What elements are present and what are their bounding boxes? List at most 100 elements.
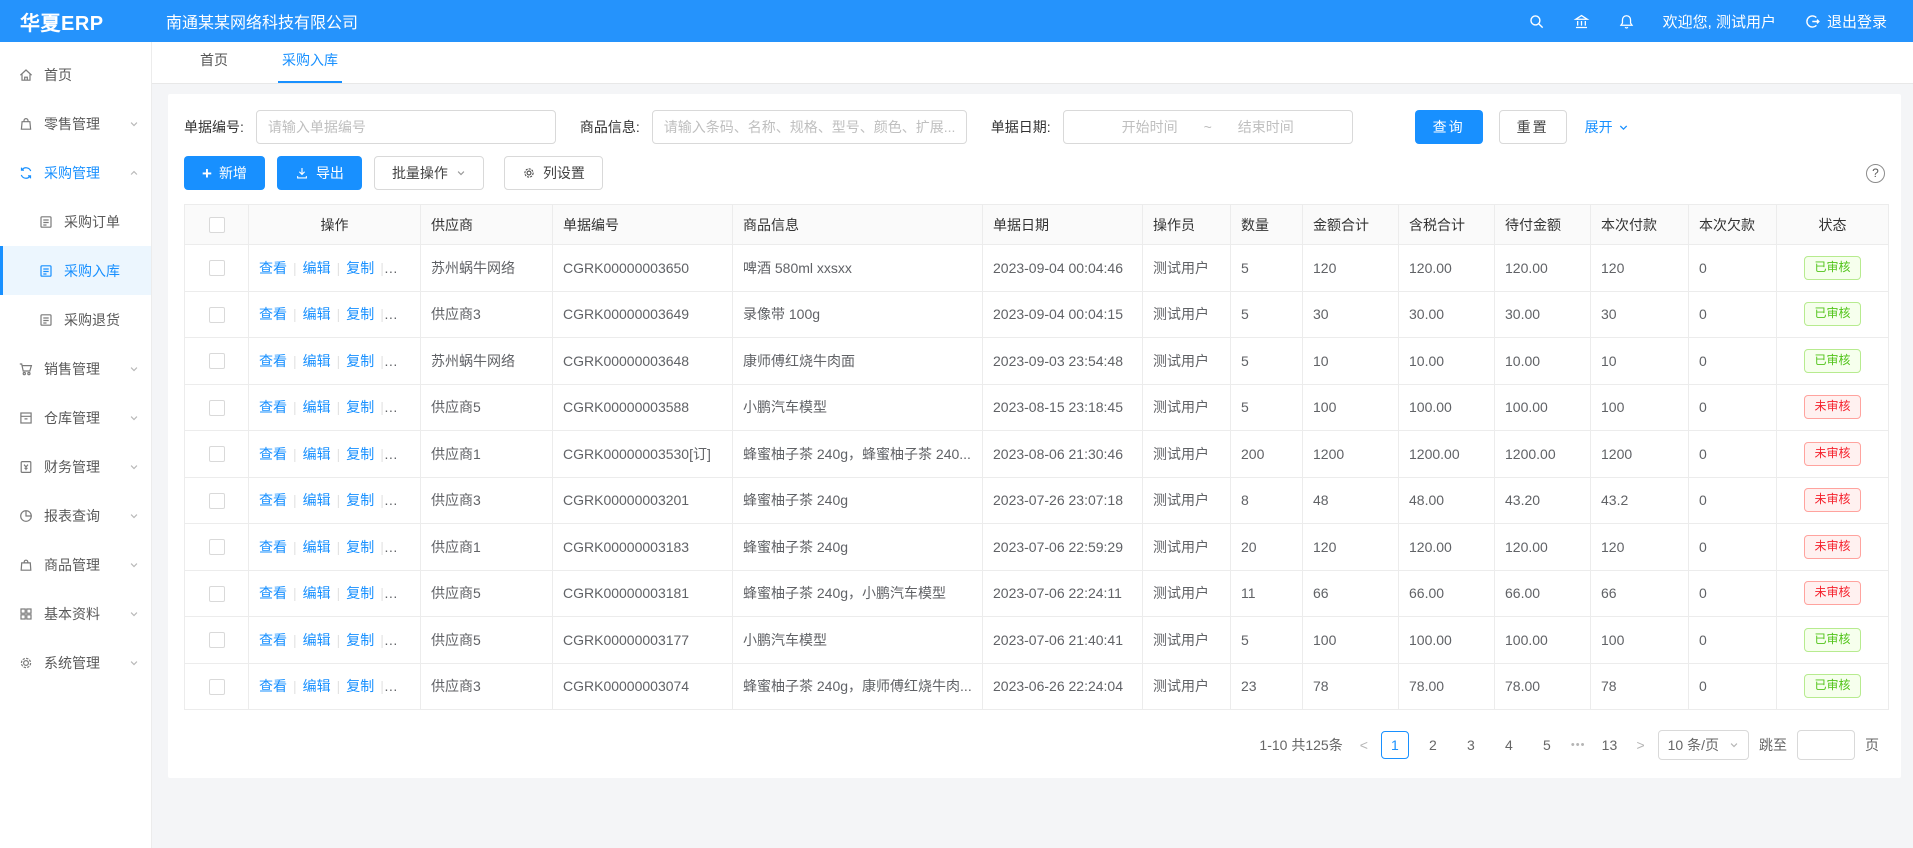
view-link[interactable]: 查看 (259, 399, 287, 416)
copy-link[interactable]: 复制 (346, 399, 375, 416)
view-link[interactable]: 查看 (259, 445, 287, 462)
sidebar-item-report[interactable]: 报表查询 (0, 491, 151, 540)
edit-link[interactable]: 编辑 (302, 399, 331, 416)
status-badge: 已审核 (1804, 674, 1861, 699)
tab-home[interactable]: 首页 (200, 52, 228, 68)
supplier-cell: 供应商1 (420, 523, 553, 571)
product-info-input[interactable] (651, 110, 967, 144)
view-link[interactable]: 查看 (259, 585, 287, 602)
status-badge: 已审核 (1804, 302, 1861, 327)
export-button[interactable]: 导出 (276, 156, 362, 190)
date-cell: 2023-08-06 21:30:46 (982, 430, 1143, 478)
bell-icon[interactable] (1618, 13, 1635, 30)
add-button[interactable]: + 新增 (184, 156, 265, 190)
sidebar-item-purchase-return[interactable]: 采购退货 (0, 295, 151, 344)
date-range-picker[interactable]: 开始时间 ~ 结束时间 (1062, 110, 1353, 144)
table-row: 查看 | 编辑 | 复制 | 删除 供应商3 CGRK00000003074 蜂蜜柚子茶 2… (184, 662, 1889, 710)
view-link[interactable]: 查看 (259, 538, 287, 555)
doc-no-input[interactable] (255, 110, 556, 144)
row-checkbox[interactable] (208, 585, 225, 602)
edit-link[interactable]: 编辑 (302, 538, 331, 555)
view-link[interactable]: 查看 (259, 352, 287, 369)
view-link[interactable]: 查看 (259, 492, 287, 509)
search-icon[interactable] (1528, 13, 1545, 30)
doc-no-cell: CGRK00000003649 (552, 290, 733, 338)
row-checkbox[interactable] (208, 492, 225, 509)
sidebar-item-warehouse[interactable]: 仓库管理 (0, 393, 151, 442)
row-checkbox[interactable] (208, 539, 225, 556)
page-button-13[interactable]: 13 (1601, 737, 1618, 753)
row-checkbox[interactable] (208, 399, 225, 416)
edit-link[interactable]: 编辑 (302, 678, 331, 695)
row-checkbox[interactable] (208, 678, 225, 695)
view-link[interactable]: 查看 (259, 306, 287, 323)
row-actions: 查看 | 编辑 | 复制 | 删除 (248, 337, 421, 385)
edit-link[interactable]: 编辑 (302, 492, 331, 509)
sidebar-item-basedata[interactable]: 基本资料 (0, 589, 151, 638)
expand-link[interactable]: 展开 (1585, 117, 1629, 137)
edit-link[interactable]: 编辑 (302, 259, 331, 276)
view-link[interactable]: 查看 (259, 631, 287, 648)
row-actions: 查看 | 编辑 | 复制 | 删除 (248, 244, 421, 292)
sidebar-item-retail[interactable]: 零售管理 (0, 99, 151, 148)
edit-link[interactable]: 编辑 (302, 445, 331, 462)
edit-link[interactable]: 编辑 (302, 585, 331, 602)
copy-link[interactable]: 复制 (346, 585, 375, 602)
copy-link[interactable]: 复制 (346, 352, 375, 369)
view-link[interactable]: 查看 (259, 259, 287, 276)
row-checkbox[interactable] (208, 446, 225, 463)
jump-page-input[interactable] (1797, 730, 1855, 760)
qty-cell: 200 (1230, 430, 1303, 478)
page-button-4[interactable]: 4 (1504, 737, 1513, 753)
copy-link[interactable]: 复制 (346, 259, 375, 276)
page-size-select[interactable]: 10 条/页 (1657, 730, 1749, 760)
column-header: 商品信息 (732, 204, 983, 245)
search-button[interactable]: 查询 (1414, 110, 1483, 144)
page-button-3[interactable]: 3 (1466, 737, 1475, 753)
date-cell: 2023-06-26 22:24:04 (982, 662, 1143, 710)
row-actions: 查看 | 编辑 | 复制 | 删除 (248, 569, 421, 617)
row-checkbox[interactable] (208, 306, 225, 323)
sidebar-item-home[interactable]: 首页 (0, 50, 151, 99)
chevron-down-icon (129, 511, 139, 521)
help-icon[interactable]: ? (1866, 163, 1885, 183)
copy-link[interactable]: 复制 (346, 678, 375, 695)
edit-link[interactable]: 编辑 (302, 306, 331, 323)
doc-no-cell: CGRK00000003201 (552, 476, 733, 524)
reset-button[interactable]: 重置 (1498, 110, 1567, 144)
row-checkbox[interactable] (208, 260, 225, 277)
view-link[interactable]: 查看 (259, 678, 287, 695)
sidebar-item-finance[interactable]: 财务管理 (0, 442, 151, 491)
copy-link[interactable]: 复制 (346, 631, 375, 648)
edit-link[interactable]: 编辑 (302, 631, 331, 648)
copy-link[interactable]: 复制 (346, 306, 375, 323)
prev-page-button[interactable]: < (1359, 737, 1368, 753)
row-checkbox[interactable] (208, 353, 225, 370)
page-button-5[interactable]: 5 (1542, 737, 1551, 753)
logout-button[interactable]: 退出登录 (1804, 11, 1887, 32)
copy-link[interactable]: 复制 (346, 538, 375, 555)
next-page-button[interactable]: > (1636, 737, 1645, 753)
pages-ellipsis[interactable]: ••• (1570, 739, 1586, 751)
batch-actions-button[interactable]: 批量操作 (373, 156, 484, 190)
copy-link[interactable]: 复制 (346, 492, 375, 509)
sidebar-item-purchase-inbound[interactable]: 采购入库 (0, 246, 151, 295)
sidebar-item-purchase[interactable]: 采购管理 (0, 148, 151, 197)
edit-link[interactable]: 编辑 (302, 352, 331, 369)
divider: | (293, 538, 297, 555)
sidebar-item-system[interactable]: 系统管理 (0, 638, 151, 687)
sidebar-item-purchase-order[interactable]: 采购订单 (0, 197, 151, 246)
sidebar-item-goods[interactable]: 商品管理 (0, 540, 151, 589)
column-settings-button[interactable]: 列设置 (503, 156, 603, 190)
page-button-2[interactable]: 2 (1428, 737, 1437, 753)
tab-purchase-inbound[interactable]: 采购入库 (278, 50, 342, 83)
sidebar-item-sales[interactable]: 销售管理 (0, 344, 151, 393)
platform-icon[interactable] (1573, 13, 1590, 30)
copy-link[interactable]: 复制 (346, 445, 375, 462)
page-button-1[interactable]: 1 (1380, 731, 1409, 759)
product-cell: 录像带 100g (732, 290, 983, 338)
select-all-checkbox[interactable] (208, 217, 225, 234)
gear-icon (18, 655, 34, 671)
row-actions: 查看 | 编辑 | 复制 | 删除 (248, 476, 421, 524)
row-checkbox[interactable] (208, 632, 225, 649)
